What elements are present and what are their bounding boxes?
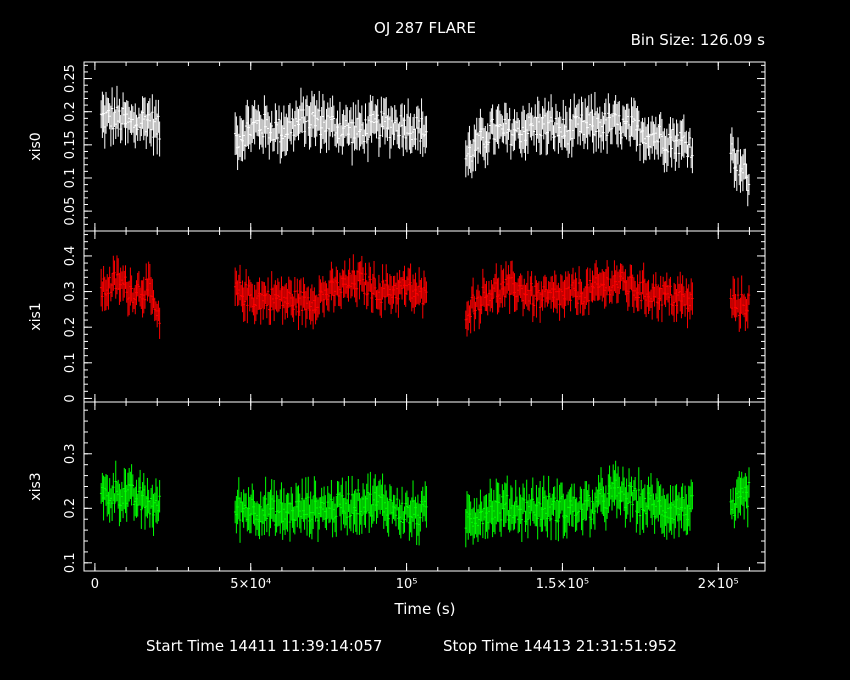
x-axis: 0 5×10⁴ 10⁵ 1.5×10⁵ 2×10⁵ bbox=[91, 577, 739, 592]
x-tick-label: 1.5×10⁵ bbox=[536, 577, 589, 592]
x-axis-label: Time (s) bbox=[394, 600, 456, 618]
chart-title: OJ 287 FLARE bbox=[374, 19, 476, 37]
xis1-ytick-label: 0.2 bbox=[63, 317, 78, 338]
xis1-ytick-label: 0 bbox=[63, 394, 78, 402]
xis3-ytick-label: 0.2 bbox=[63, 498, 78, 519]
xis1-frame bbox=[83, 230, 766, 403]
xis1-ytick-label: 0.1 bbox=[63, 352, 78, 373]
xis1-ytick-label: 0.4 bbox=[63, 246, 78, 267]
xis1-ytick-label: 0.3 bbox=[63, 281, 78, 302]
panel-xis1: 0 0.1 0.2 0.3 0.4 xis1 bbox=[28, 230, 766, 403]
x-tick-label: 5×10⁴ bbox=[230, 577, 271, 592]
xis0-series bbox=[99, 85, 751, 207]
xis3-ytick-label: 0.1 bbox=[63, 552, 78, 573]
xis0-ytick-label: 0.25 bbox=[63, 64, 78, 93]
stop-time-label: Stop Time 14413 21:31:51:952 bbox=[443, 637, 677, 655]
xis1-series bbox=[99, 254, 751, 339]
xis0-ytick-label: 0.1 bbox=[63, 168, 78, 189]
xis3-ylabel: xis3 bbox=[28, 472, 44, 500]
panels-group: 0.050.10.150.20.25xis000.10.20.30.4xis10… bbox=[28, 61, 766, 573]
x-tick-label: 0 bbox=[91, 577, 99, 592]
bin-size-label: Bin Size: 126.09 s bbox=[631, 31, 766, 49]
start-time-label: Start Time 14411 11:39:14:057 bbox=[146, 637, 382, 655]
xis3-ytick-label: 0.3 bbox=[63, 443, 78, 464]
xis1-ylabel: xis1 bbox=[28, 302, 44, 330]
xis3-frame bbox=[83, 401, 766, 572]
xis0-ytick-label: 0.2 bbox=[63, 101, 78, 122]
x-tick-label: 2×10⁵ bbox=[698, 577, 739, 592]
xis0-ytick-label: 0.15 bbox=[63, 130, 78, 159]
xis0-ylabel: xis0 bbox=[28, 132, 44, 160]
panel-xis0: 0.05 0.1 0.15 0.2 0.25 xis0 bbox=[28, 61, 766, 232]
panel-xis3: 0.1 0.2 0.3 xis3 bbox=[28, 401, 766, 573]
x-tick-label: 10⁵ bbox=[396, 577, 418, 592]
xis3-series bbox=[99, 460, 751, 548]
xis0-ytick-label: 0.05 bbox=[63, 197, 78, 226]
